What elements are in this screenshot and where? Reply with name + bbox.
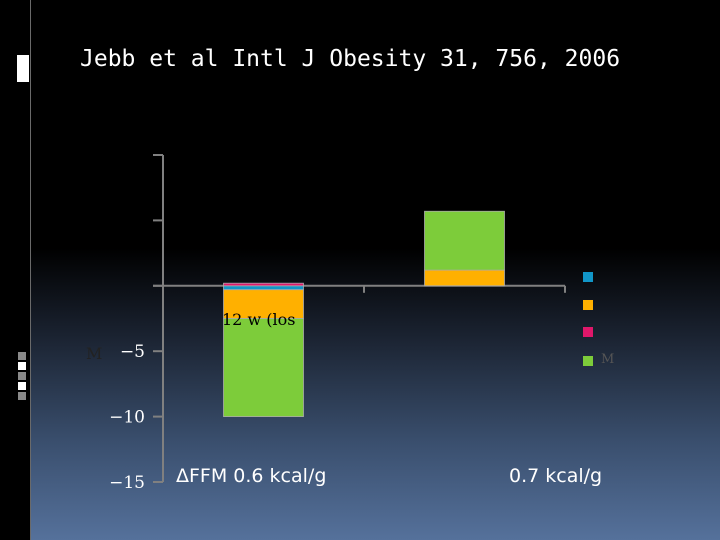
legend-swatch-green — [583, 356, 593, 366]
annotation-second-energy: 0.7 kcal/g — [509, 465, 603, 487]
bar-segment-orange — [223, 289, 304, 319]
decorative-square — [18, 392, 26, 400]
decorative-square — [18, 382, 26, 390]
y-tick-label: −5 — [120, 342, 145, 362]
bar-segment-orange — [424, 269, 505, 287]
decorative-square — [18, 362, 26, 370]
annotation-ffm-energy: ΔFFM 0.6 kcal/g — [176, 465, 327, 487]
bar-segment-magenta — [223, 282, 304, 287]
decorative-square — [18, 352, 26, 360]
decorative-square — [18, 372, 26, 380]
y-tick-label: −10 — [109, 408, 145, 428]
y-tick-label: −15 — [109, 473, 145, 493]
legend-swatch-orange — [583, 300, 593, 310]
slide-title: Jebb et al Intl J Obesity 31, 756, 2006 — [80, 46, 621, 72]
title-bullet-marker — [17, 55, 29, 82]
slide-left-rule — [30, 0, 31, 540]
decorative-bullet-stack — [18, 352, 26, 422]
legend-swatch-magenta — [583, 327, 593, 337]
category-label-fragment: 12 w (los — [222, 310, 296, 329]
legend-swatch-blue — [583, 272, 593, 282]
y-axis-label-fragment: M — [86, 344, 103, 363]
bar-segment-green — [424, 210, 505, 271]
bar-segment-blue — [223, 285, 304, 291]
bar-segment-green — [223, 318, 304, 417]
legend-label-fragment: M — [601, 352, 615, 367]
slide-left-bar — [0, 0, 30, 540]
